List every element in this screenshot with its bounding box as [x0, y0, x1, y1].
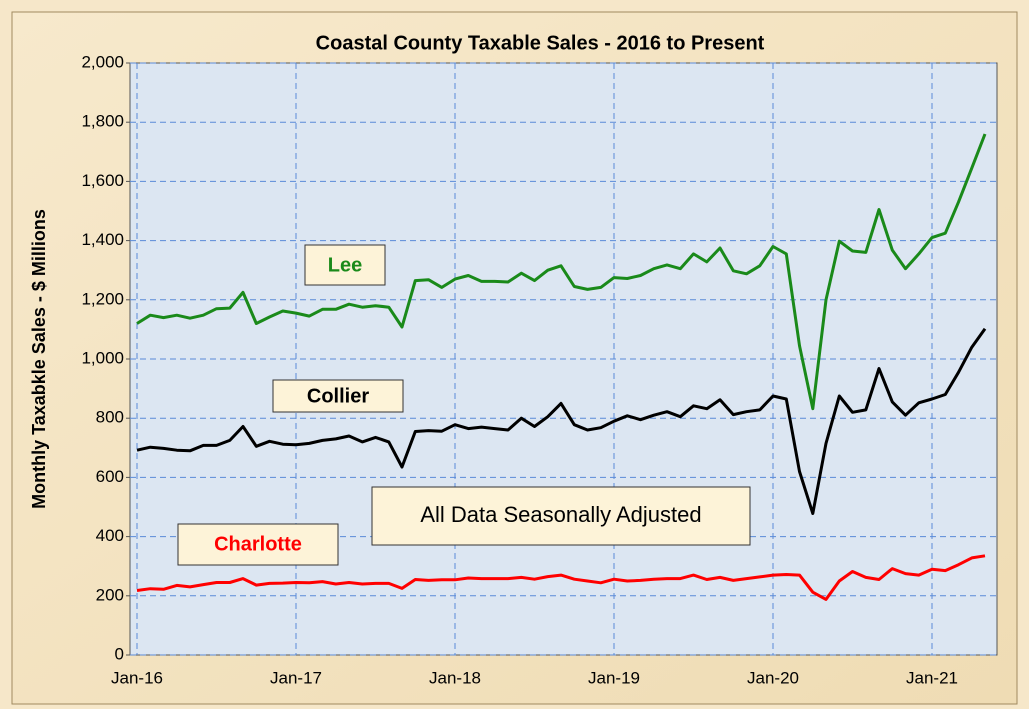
series-line [136, 554, 986, 601]
y-axis-label: Monthly Taxabkle Sales - $ Millions [29, 209, 49, 509]
y-tick-label: 0 [115, 644, 124, 663]
x-tick-label: Jan-16 [111, 668, 163, 687]
y-tick-label: 1,400 [81, 230, 124, 249]
annotation: All Data Seasonally Adjusted [420, 502, 701, 527]
y-tick-label: 800 [96, 408, 124, 427]
x-tick-label: Jan-17 [270, 668, 322, 687]
legend-box [304, 244, 386, 286]
legend-label: Charlotte [214, 533, 302, 555]
y-tick-label: 1,800 [81, 112, 124, 131]
y-tick-label: 1,600 [81, 171, 124, 190]
y-tick-label: 600 [96, 467, 124, 486]
annotation-box [371, 486, 751, 546]
legend-box [272, 379, 404, 413]
series-line [136, 327, 987, 515]
x-tick-label: Jan-20 [747, 668, 799, 687]
y-tick-label: 400 [96, 526, 124, 545]
chart-title: Coastal County Taxable Sales - 2016 to P… [316, 32, 765, 54]
y-tick-label: 1,000 [81, 348, 124, 367]
legend-label: Collier [307, 385, 369, 407]
series-line [136, 133, 987, 411]
y-tick-label: 200 [96, 585, 124, 604]
legend-label: Lee [328, 254, 362, 276]
x-tick-label: Jan-19 [588, 668, 640, 687]
y-tick-label: 2,000 [81, 52, 124, 71]
x-tick-label: Jan-21 [906, 668, 958, 687]
legend-box [177, 523, 339, 566]
x-tick-label: Jan-18 [429, 668, 481, 687]
y-tick-label: 1,200 [81, 289, 124, 308]
